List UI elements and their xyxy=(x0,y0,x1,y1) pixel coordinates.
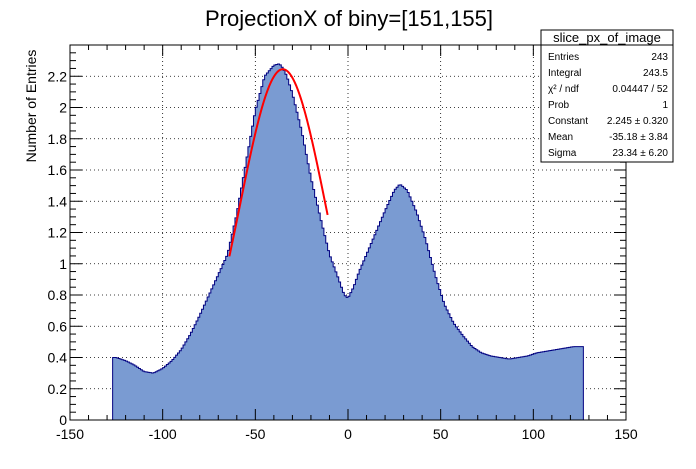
y-tick-label: 0 xyxy=(59,412,67,428)
stats-label: Constant xyxy=(548,116,588,127)
stats-value: 243.5 xyxy=(643,68,668,79)
x-tick-label: 150 xyxy=(614,426,638,442)
y-tick-label: 1 xyxy=(59,256,67,272)
x-tick-label: -100 xyxy=(149,426,177,442)
y-tick-label: 1.6 xyxy=(48,162,68,178)
x-tick-label: 50 xyxy=(433,426,449,442)
stats-label: Integral xyxy=(548,68,581,79)
x-tick-label: -150 xyxy=(56,426,84,442)
stats-label: Sigma xyxy=(548,148,577,159)
y-tick-label: 0.6 xyxy=(48,318,68,334)
y-tick-label: 1.2 xyxy=(48,225,68,241)
stats-box-title: slice_px_of_image xyxy=(553,30,661,45)
y-axis-label: Number of Entries xyxy=(23,50,39,163)
histogram-area xyxy=(112,63,584,421)
y-tick-label: 1.4 xyxy=(48,193,68,209)
y-tick-label: 2.2 xyxy=(48,68,68,84)
stats-label: Prob xyxy=(548,100,570,111)
x-tick-label: 100 xyxy=(522,426,546,442)
stats-value: 243 xyxy=(651,52,668,63)
stats-value: 2.245 ± 0.320 xyxy=(607,116,669,127)
stats-label: Mean xyxy=(548,132,573,143)
y-tick-label: 2 xyxy=(59,100,67,116)
chart-title: ProjectionX of biny=[151,155] xyxy=(205,6,493,31)
stats-value: 0.04447 / 52 xyxy=(612,84,668,95)
stats-value: -35.18 ± 3.84 xyxy=(609,132,668,143)
x-tick-label: -50 xyxy=(245,426,265,442)
y-tick-label: 1.8 xyxy=(48,131,68,147)
stats-value: 1 xyxy=(662,100,668,111)
fit-curve xyxy=(228,68,329,257)
y-tick-label: 0.8 xyxy=(48,287,68,303)
histogram-series xyxy=(112,63,584,421)
x-tick-label: 0 xyxy=(344,426,352,442)
y-tick-label: 0.4 xyxy=(48,350,68,366)
gaussian-fit xyxy=(228,68,329,257)
stats-box: slice_px_of_image Entries 243 Integral 243.… xyxy=(540,29,674,163)
stats-label: χ² / ndf xyxy=(548,84,579,95)
y-tick-label: 0.2 xyxy=(48,381,68,397)
stats-label: Entries xyxy=(548,52,579,63)
stats-value: 23.34 ± 6.20 xyxy=(612,148,668,159)
axis-ticks: -150 -100 -50 0 50 100 150 0 0.2 0.4 0.6 0.8 1 1.2 1.4… xyxy=(48,44,638,442)
